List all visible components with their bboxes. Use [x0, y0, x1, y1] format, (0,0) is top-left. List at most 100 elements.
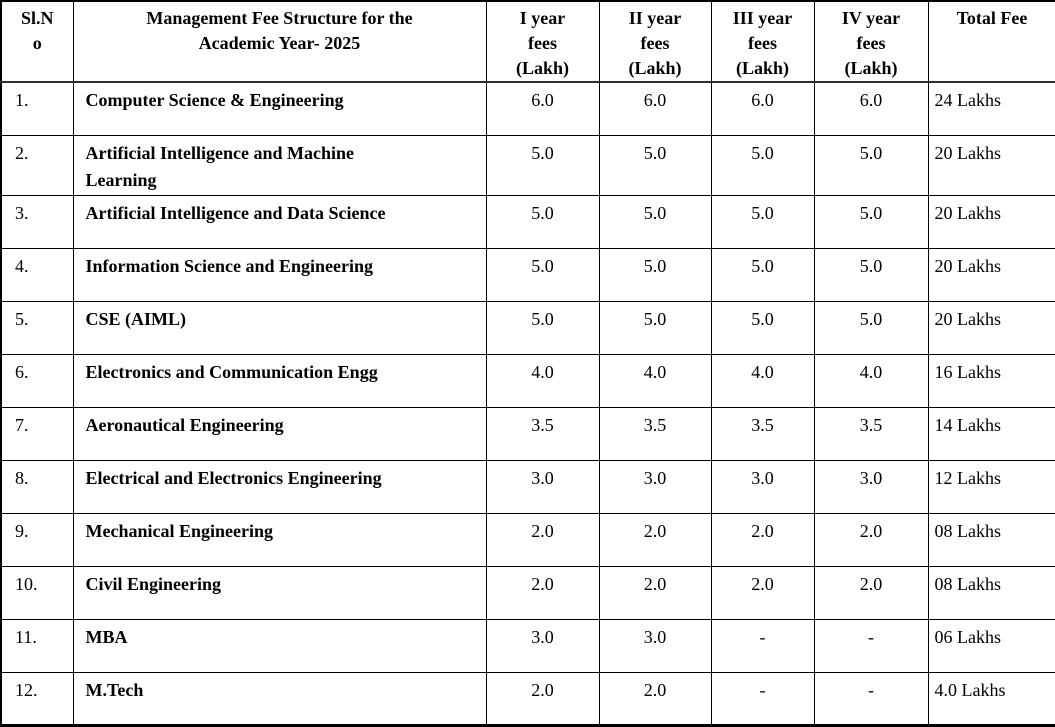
- cell-year2-fee: 5.0: [598, 300, 712, 355]
- table-row: 12. M.Tech 2.0 2.0- -4.0 Lakhs: [0, 671, 1055, 726]
- cell-course-name: Civil Engineering: [72, 565, 487, 620]
- table-row: 4. Information Science and Engineering 5.0…: [0, 247, 1055, 302]
- table-header: Sl.N o Management Fee Structure for the …: [0, 0, 1055, 83]
- cell-total-fee: 08 Lakhs: [927, 512, 1055, 567]
- cell-slno: 8.: [0, 459, 74, 514]
- cell-year3-fee: 4.0: [710, 353, 815, 408]
- cell-course-name: Artificial Intelligence and Machine Lear…: [72, 134, 487, 196]
- cell-year3-fee: 5.0: [710, 300, 815, 355]
- cell-year1-fee: 3.0: [485, 618, 600, 673]
- cell-course-name: Mechanical Engineering: [72, 512, 487, 567]
- cell-year2-fee: 5.0: [598, 194, 712, 249]
- table-row: 8. Electrical and Electronics Engineering…: [0, 459, 1055, 514]
- col-header-total-fee: Total Fee: [927, 0, 1055, 83]
- cell-total-fee: 08 Lakhs: [927, 565, 1055, 620]
- cell-year3-fee: 3.0: [710, 459, 815, 514]
- cell-total-fee: 20 Lakhs: [927, 194, 1055, 249]
- table-body: 1. Computer Science & Engineering 6.0 6.0 6.…: [0, 81, 1055, 726]
- cell-total-fee: 12 Lakhs: [927, 459, 1055, 514]
- cell-year3-fee: 3.5: [710, 406, 815, 461]
- col-header-year2-fees: II year fees (Lakh): [598, 0, 712, 83]
- table-row: 10. Civil Engineering 2.0 2.0 2.0 2.0 08 Lakhs: [0, 565, 1055, 620]
- cell-year2-fee: 5.0: [598, 134, 712, 196]
- cell-year3-fee: 5.0: [710, 134, 815, 196]
- cell-year4-fee: 5.0: [813, 300, 929, 355]
- cell-course-name: M.Tech: [72, 671, 487, 726]
- cell-year3-fee: -: [710, 671, 815, 726]
- cell-year4-fee: 5.0: [813, 134, 929, 196]
- cell-year2-fee: 6.0: [598, 81, 712, 136]
- cell-course-name: Computer Science & Engineering: [72, 81, 487, 136]
- table-row: 5. CSE (AIML) 5.0 5.0 5.0 5.0 20 Lakhs: [0, 300, 1055, 355]
- cell-year2-fee: 3.0: [598, 459, 712, 514]
- cell-course-name: Electrical and Electronics Engineering: [72, 459, 487, 514]
- cell-year4-fee: 2.0: [813, 565, 929, 620]
- cell-slno: 12.: [0, 671, 74, 726]
- cell-year2-fee: 4.0: [598, 353, 712, 408]
- cell-slno: 10.: [0, 565, 74, 620]
- cell-year3-fee: 5.0: [710, 247, 815, 302]
- cell-year3-fee: -: [710, 618, 815, 673]
- cell-total-fee: 24 Lakhs: [927, 81, 1055, 136]
- cell-course-name: MBA: [72, 618, 487, 673]
- cell-year4-fee: 3.0: [813, 459, 929, 514]
- cell-year1-fee: 3.5: [485, 406, 600, 461]
- cell-total-fee: 20 Lakhs: [927, 247, 1055, 302]
- table-row: 11. MBA 3.0 3.0- -06 Lakhs: [0, 618, 1055, 673]
- header-row: Sl.N o Management Fee Structure for the …: [0, 0, 1055, 83]
- cell-slno: 1.: [0, 81, 74, 136]
- cell-year1-fee: 3.0: [485, 459, 600, 514]
- cell-slno: 3.: [0, 194, 74, 249]
- cell-course-name: Information Science and Engineering: [72, 247, 487, 302]
- cell-year4-fee: 2.0: [813, 512, 929, 567]
- cell-year2-fee: 5.0: [598, 247, 712, 302]
- cell-year4-fee: -: [813, 618, 929, 673]
- cell-course-name: Electronics and Communication Engg: [72, 353, 487, 408]
- cell-slno: 11.: [0, 618, 74, 673]
- cell-slno: 7.: [0, 406, 74, 461]
- cell-year3-fee: 2.0: [710, 512, 815, 567]
- table-row: 3. Artificial Intelligence and Data Scien…: [0, 194, 1055, 249]
- cell-year2-fee: 3.0: [598, 618, 712, 673]
- cell-total-fee: 4.0 Lakhs: [927, 671, 1055, 726]
- col-header-year3-fees: III year fees (Lakh): [710, 0, 815, 83]
- col-header-slno: Sl.N o: [0, 0, 74, 83]
- col-header-year4-fees: IV year fees (Lakh): [813, 0, 929, 83]
- cell-year1-fee: 2.0: [485, 565, 600, 620]
- cell-slno: 5.: [0, 300, 74, 355]
- cell-year3-fee: 2.0: [710, 565, 815, 620]
- cell-slno: 6.: [0, 353, 74, 408]
- cell-year2-fee: 2.0: [598, 512, 712, 567]
- cell-year1-fee: 2.0: [485, 512, 600, 567]
- cell-year4-fee: 6.0: [813, 81, 929, 136]
- cell-year2-fee: 2.0: [598, 671, 712, 726]
- table-row: 2. Artificial Intelligence and Machine Le…: [0, 134, 1055, 196]
- table-row: 6. Electronics and Communication Engg 4.0 4…: [0, 353, 1055, 408]
- cell-year4-fee: -: [813, 671, 929, 726]
- cell-year1-fee: 5.0: [485, 194, 600, 249]
- cell-total-fee: 16 Lakhs: [927, 353, 1055, 408]
- cell-year3-fee: 6.0: [710, 81, 815, 136]
- cell-year1-fee: 6.0: [485, 81, 600, 136]
- cell-year1-fee: 4.0: [485, 353, 600, 408]
- cell-course-name: Aeronautical Engineering: [72, 406, 487, 461]
- cell-total-fee: 06 Lakhs: [927, 618, 1055, 673]
- cell-total-fee: 20 Lakhs: [927, 134, 1055, 196]
- cell-course-name: CSE (AIML): [72, 300, 487, 355]
- table-row: 7. Aeronautical Engineering 3.5 3.5 3.5 3.5 14…: [0, 406, 1055, 461]
- cell-course-name: Artificial Intelligence and Data Science: [72, 194, 487, 249]
- cell-year1-fee: 5.0: [485, 134, 600, 196]
- col-header-year1-fees: I year fees (Lakh): [485, 0, 600, 83]
- cell-year1-fee: 5.0: [485, 300, 600, 355]
- cell-total-fee: 20 Lakhs: [927, 300, 1055, 355]
- cell-year2-fee: 2.0: [598, 565, 712, 620]
- cell-year1-fee: 5.0: [485, 247, 600, 302]
- cell-year1-fee: 2.0: [485, 671, 600, 726]
- cell-year4-fee: 5.0: [813, 194, 929, 249]
- cell-year4-fee: 4.0: [813, 353, 929, 408]
- cell-slno: 9.: [0, 512, 74, 567]
- cell-slno: 2.: [0, 134, 74, 196]
- cell-year2-fee: 3.5: [598, 406, 712, 461]
